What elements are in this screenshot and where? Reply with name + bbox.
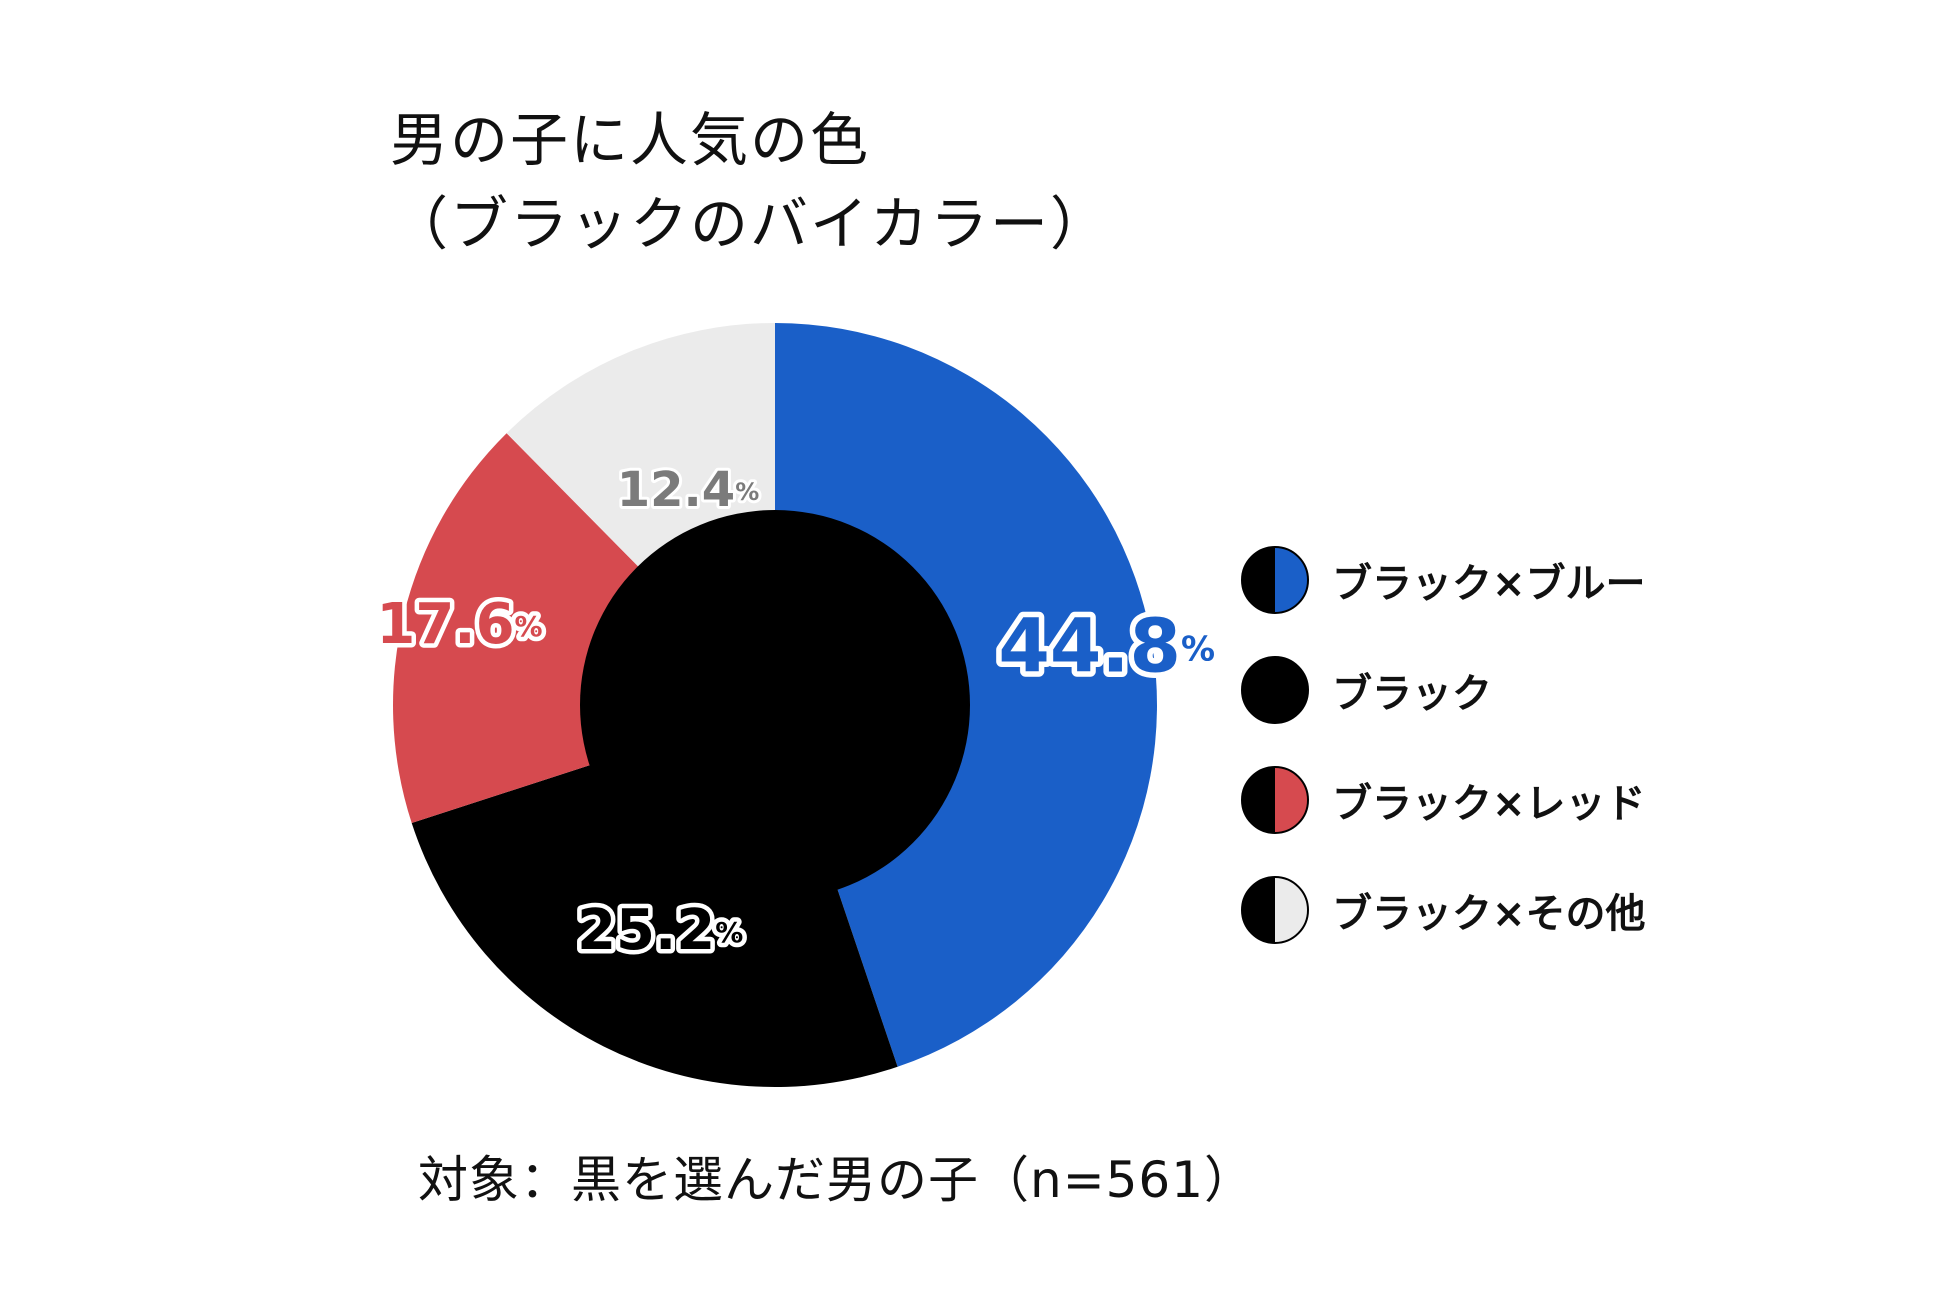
legend-label: ブラック×レッド [1332,781,1646,827]
half-circle-blue-icon [1241,546,1309,614]
data-label-black-blue: 44.8% [998,603,1215,689]
legend-item-black-red: ブラック×レッド [1240,745,1646,855]
chart-title-line1: 男の子に人気の色 [390,106,871,174]
sample-footnote: 対象：黒を選んだ男の子（n=561） [418,1151,1256,1209]
legend-label: ブラック [1332,671,1492,717]
data-label-black: 25.2% [577,898,743,963]
pie-center-hub [580,510,970,900]
legend-item-black-other: ブラック×その他 [1240,855,1646,965]
legend-item-black-blue: ブラック×ブルー [1240,525,1646,635]
data-label-black-red: 17.6% [376,592,542,657]
legend-label: ブラック×ブルー [1332,561,1646,607]
data-label-black-other: 12.4% [617,462,759,518]
chart-title: 男の子に人気の色 （ブラックのバイカラー） [390,98,1110,266]
chart-title-line2: （ブラックのバイカラー） [390,190,1111,258]
pie-data-labels: 44.8% 25.2% 17.6% 12.4% [372,459,1221,967]
black-circle-icon [1241,656,1309,724]
half-circle-red-icon [1241,766,1309,834]
half-circle-gray-icon [1241,876,1309,944]
legend: ブラック×ブルー ブラック ブラック×レッド ブラック×その他 [1240,525,1646,965]
legend-item-black: ブラック [1240,635,1646,745]
legend-label: ブラック×その他 [1332,891,1646,937]
